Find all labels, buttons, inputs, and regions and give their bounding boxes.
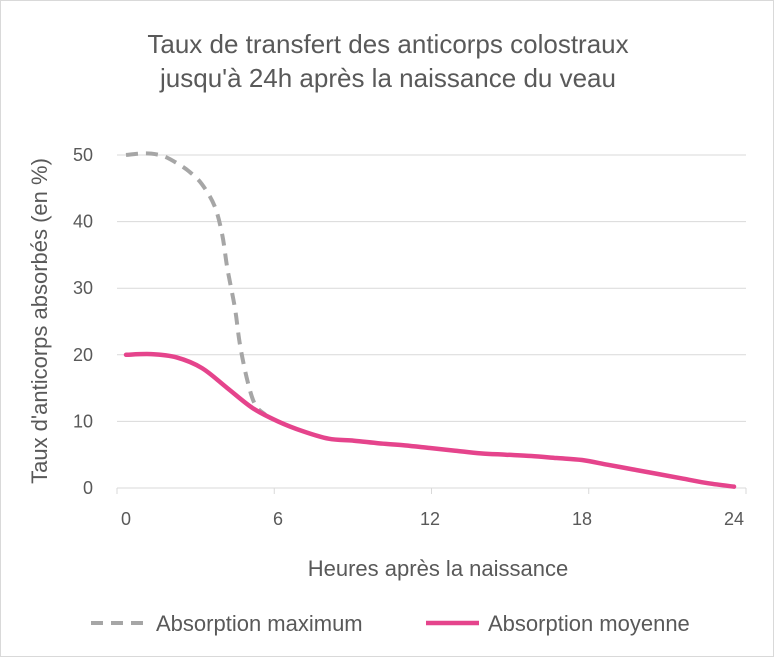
y-axis-title: Taux d'anticorps absorbés (en %) (27, 158, 52, 484)
x-axis-title: Heures après la naissance (308, 556, 568, 581)
x-axis-ticks: 0 6 12 18 24 (121, 509, 744, 529)
y-tick-label: 50 (73, 145, 93, 165)
chart-title-line-2: jusqu'à 24h après la naissance du veau (159, 63, 616, 93)
y-tick-label: 20 (73, 345, 93, 365)
legend-label-moyenne: Absorption moyenne (488, 611, 690, 636)
series-line-moyenne (123, 351, 737, 489)
y-tick-label: 0 (83, 478, 93, 498)
legend-label-maximum: Absorption maximum (156, 611, 363, 636)
series-line-maximum (125, 151, 267, 417)
y-axis-ticks: 0 10 20 30 40 50 (73, 145, 93, 498)
x-tick-label: 24 (724, 509, 744, 529)
x-tick-label: 6 (273, 509, 283, 529)
x-tick-label: 0 (121, 509, 131, 529)
y-tick-label: 40 (73, 212, 93, 232)
gridlines (117, 154, 746, 422)
legend: Absorption maximum Absorption moyenne (91, 611, 690, 636)
x-tick-label: 18 (572, 509, 592, 529)
x-tick-label: 12 (420, 509, 440, 529)
y-tick-label: 30 (73, 278, 93, 298)
x-axis (116, 487, 747, 494)
chart-title-line-1: Taux de transfert des anticorps colostra… (147, 29, 628, 59)
series-lines (123, 151, 737, 489)
y-tick-label: 10 (73, 411, 93, 431)
